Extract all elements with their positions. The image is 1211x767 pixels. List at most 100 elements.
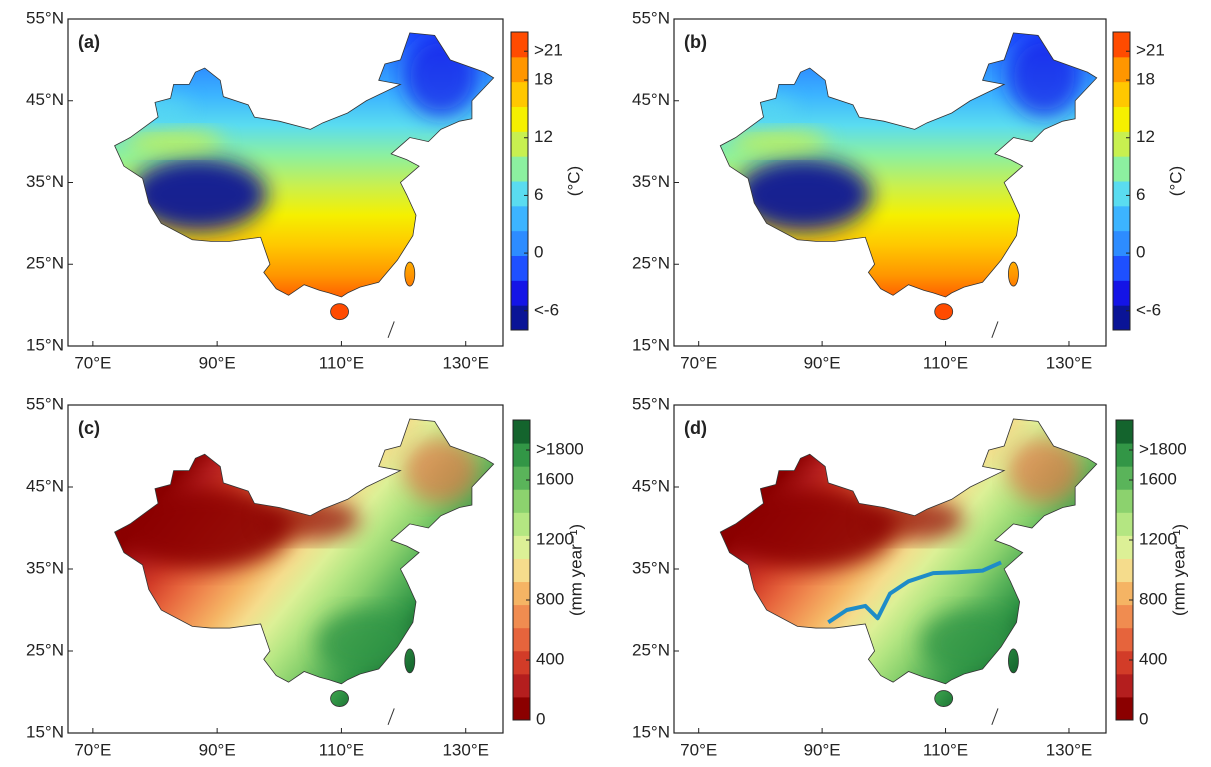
colorbar-band bbox=[1116, 581, 1133, 606]
colorbar-band bbox=[1116, 512, 1133, 536]
colorbar-band bbox=[511, 205, 528, 232]
country-outline bbox=[114, 32, 495, 298]
y-tick-label: 55°N bbox=[26, 394, 64, 413]
boundary-dash bbox=[991, 321, 999, 339]
colorbar-band bbox=[1113, 305, 1130, 331]
colorbar-tick-label: 6 bbox=[534, 185, 543, 204]
y-tick-label: 15°N bbox=[632, 335, 670, 354]
colorbar-band bbox=[1116, 604, 1133, 629]
y-tick-label: 45°N bbox=[632, 476, 670, 495]
y-tick-label: 55°N bbox=[632, 394, 670, 413]
colorbar-band bbox=[1116, 650, 1133, 675]
x-tick-label: 70°E bbox=[74, 740, 111, 759]
x-tick-label: 90°E bbox=[804, 740, 841, 759]
colorbar-band bbox=[511, 81, 528, 107]
colorbar-band bbox=[511, 181, 528, 207]
island-outline bbox=[330, 303, 349, 321]
colorbar-band bbox=[1113, 32, 1130, 58]
colorbar-band bbox=[511, 32, 528, 58]
y-tick-label: 15°N bbox=[632, 722, 670, 741]
colorbar-band bbox=[511, 305, 528, 331]
y-tick-label: 55°N bbox=[632, 8, 670, 27]
panel-label: (a) bbox=[78, 32, 100, 52]
colorbar-band bbox=[511, 280, 528, 306]
island-outline bbox=[404, 261, 416, 287]
island-outline bbox=[934, 303, 954, 321]
colorbar-tick-label: 1600 bbox=[1139, 469, 1177, 488]
island-outline bbox=[330, 690, 349, 707]
map-region bbox=[403, 35, 479, 118]
colorbar-tick-label: 0 bbox=[1136, 243, 1145, 262]
colorbar-title: (°C) bbox=[564, 166, 583, 196]
map-region bbox=[865, 499, 965, 541]
colorbar-band bbox=[1116, 466, 1133, 490]
map-region bbox=[1007, 437, 1082, 504]
colorbar-band bbox=[511, 106, 528, 132]
colorbar-tick-label: 12 bbox=[1136, 127, 1155, 146]
island-outline bbox=[404, 648, 416, 674]
colorbar-tick-label: 800 bbox=[536, 589, 564, 608]
colorbar-tick-label: 18 bbox=[534, 70, 553, 89]
colorbar-band bbox=[513, 489, 530, 513]
colorbar-band bbox=[1116, 489, 1133, 513]
colorbar-tick-label: <-6 bbox=[534, 300, 559, 319]
colorbar-band bbox=[1113, 156, 1130, 182]
colorbar-band bbox=[1116, 673, 1133, 698]
colorbar-band bbox=[513, 443, 530, 467]
colorbar-title: (mm year⁻¹) bbox=[566, 524, 585, 616]
colorbar-band bbox=[511, 230, 528, 256]
x-tick-label: 130°E bbox=[442, 353, 489, 372]
colorbar-tick-label: 6 bbox=[1136, 185, 1145, 204]
colorbar-band bbox=[1116, 535, 1133, 559]
colorbar-band bbox=[513, 512, 530, 536]
x-tick-label: 130°E bbox=[442, 740, 489, 759]
river bbox=[827, 560, 1002, 624]
boundary-dash bbox=[991, 708, 999, 725]
panel-label: (c) bbox=[78, 418, 100, 438]
colorbar-band bbox=[1113, 181, 1130, 207]
colorbar-box bbox=[1115, 419, 1134, 721]
colorbar-band bbox=[1113, 131, 1130, 157]
map-region bbox=[729, 128, 829, 155]
y-tick-label: 15°N bbox=[26, 722, 64, 741]
x-tick-label: 90°E bbox=[804, 353, 841, 372]
island-outline bbox=[934, 690, 954, 707]
colorbar-band bbox=[1113, 280, 1130, 306]
colorbar-band bbox=[511, 255, 528, 281]
y-tick-label: 25°N bbox=[26, 254, 64, 273]
map bbox=[720, 418, 1097, 707]
colorbar-tick-label: 18 bbox=[1136, 70, 1155, 89]
y-tick-label: 45°N bbox=[632, 90, 670, 109]
colorbar-tick-label: <-6 bbox=[1136, 300, 1161, 319]
map-region bbox=[130, 157, 267, 232]
colorbar-band bbox=[1113, 205, 1130, 232]
colorbar-band bbox=[513, 558, 530, 583]
map-region bbox=[260, 499, 361, 541]
colorbar-tick-label: >1800 bbox=[1139, 439, 1187, 458]
colorbar-band bbox=[1116, 558, 1133, 583]
colorbar-band bbox=[1116, 696, 1133, 721]
colorbar-band bbox=[1113, 56, 1130, 83]
colorbar-band bbox=[513, 650, 530, 675]
y-tick-label: 25°N bbox=[632, 254, 670, 273]
panel-label: (b) bbox=[684, 32, 707, 52]
colorbar-band bbox=[1116, 420, 1133, 444]
x-tick-label: 130°E bbox=[1046, 353, 1093, 372]
colorbar-title: (°C) bbox=[1166, 166, 1185, 196]
colorbar-band bbox=[511, 131, 528, 157]
country-outline bbox=[719, 418, 1098, 685]
boundary-dash bbox=[387, 708, 395, 725]
map bbox=[114, 32, 494, 320]
colorbar-band bbox=[1113, 106, 1130, 132]
x-tick-label: 70°E bbox=[680, 740, 717, 759]
colorbar-band bbox=[511, 56, 528, 83]
boundary-dash bbox=[387, 321, 395, 339]
y-tick-label: 35°N bbox=[632, 172, 670, 191]
colorbar-band bbox=[1113, 255, 1130, 281]
colorbar-tick-label: 1600 bbox=[536, 469, 574, 488]
map-region bbox=[1007, 35, 1082, 118]
map-region bbox=[723, 487, 897, 569]
map-region bbox=[123, 128, 224, 155]
map-region bbox=[403, 437, 479, 504]
